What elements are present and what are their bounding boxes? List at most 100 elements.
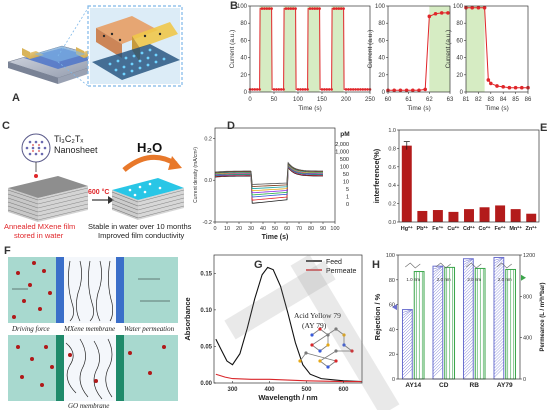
y-tick-label: 100 xyxy=(453,4,464,10)
bar xyxy=(401,145,412,222)
x-tick-label: Cu²⁺ xyxy=(447,225,459,232)
panel-a-illustration xyxy=(7,5,183,87)
x-tick-label: RB xyxy=(470,382,480,389)
series-line xyxy=(214,162,324,187)
chart-h-plot: AY14 1.0 nm CD 2.0 nm RB 2.0 nm AY79 2.0 nm 0 20 4… xyxy=(373,253,546,389)
data-point xyxy=(287,7,290,10)
legend-entry: 0 xyxy=(346,202,349,208)
panel-f: F Driving force xyxy=(0,243,182,410)
x-tick-label: 90 xyxy=(320,226,326,232)
y-tick-label: 0.2 xyxy=(204,136,212,142)
data-point xyxy=(265,7,269,10)
data-point xyxy=(315,7,319,10)
y-tick-label: 20 xyxy=(378,73,385,79)
y-axis-label: Current (a.u.) xyxy=(367,30,374,69)
data-point xyxy=(495,84,499,88)
y-tick-label: 40 xyxy=(240,56,247,62)
dye-abbrev-label: (AY 79) xyxy=(302,321,327,330)
legend-entry: 2,000 xyxy=(335,142,349,148)
rejection-bar xyxy=(432,265,444,380)
x-tick-label: 500 xyxy=(301,387,312,393)
data-point xyxy=(356,88,360,91)
data-point xyxy=(392,88,396,93)
y-axis-label: Current (a.u.) xyxy=(445,30,452,69)
data-point xyxy=(277,88,281,91)
chart-b-subplot-0: 0 50 100 150 200 250 0 20 40 60 80 100 Time (s) Curre… xyxy=(229,4,376,112)
x-tick-label: Mn²⁺ xyxy=(509,225,522,232)
y-tick-label: 1.0 xyxy=(388,128,396,134)
panel-d-label: D xyxy=(227,120,235,132)
go-membrane-label: GO membrane xyxy=(68,402,110,410)
data-point xyxy=(251,88,254,91)
pore-size-label: 1.0 nm xyxy=(406,277,420,282)
x-tick-label: 63 xyxy=(447,97,454,103)
y-tick-label: 80 xyxy=(378,21,385,27)
y-axis-label: Rejection / % xyxy=(373,293,382,340)
y-tick-label: 60 xyxy=(378,38,385,44)
x-tick-label: 83 xyxy=(487,97,494,103)
y-axis-label: Absorbance xyxy=(183,297,192,340)
data-point xyxy=(294,7,297,10)
bar xyxy=(526,213,537,222)
chart-b-subplot-1: 60 61 62 63 0 20 40 60 80 100 Time (s) Current (a.u… xyxy=(367,4,454,112)
panel-f-illustration xyxy=(8,257,178,401)
panel-a-label: A xyxy=(12,92,20,104)
molecule-icon xyxy=(405,262,421,269)
y-tick-label: 0.6 xyxy=(388,165,396,171)
panel-g-label: G xyxy=(254,259,263,271)
h2o-label: H₂O xyxy=(137,140,163,155)
x-tick-label: 61 xyxy=(405,97,412,103)
x-tick-label: 400 xyxy=(264,387,275,393)
series-line xyxy=(214,164,324,196)
data-point xyxy=(417,88,421,93)
panel-d: D 0 10 20 30 40 50 60 70 80 90 100 -0.2 0.0 0.2 Time (… xyxy=(185,118,365,243)
chart-g: 300 400 500 600 0.00 0.05 0.10 0.15 Wavelength /… xyxy=(183,254,363,402)
data-point xyxy=(349,88,353,91)
data-point xyxy=(263,7,266,10)
data-point xyxy=(253,88,257,91)
x-tick-label: 30 xyxy=(248,226,254,232)
panel-e: E Hg²⁺ Pb²⁺ Fe³⁺ Cu²⁺ Cd²⁺ Co²⁺ Fe²⁺ Mn²⁺ Zn²⁺ 0.… xyxy=(365,118,550,243)
data-point xyxy=(330,88,333,91)
x-tick-label: AY14 xyxy=(405,382,421,389)
data-point xyxy=(507,85,512,90)
legend-entry: Permeate xyxy=(326,268,356,275)
series-line xyxy=(215,266,363,383)
panel-c: C 600 °C xyxy=(0,118,191,243)
y-tick-label: 40 xyxy=(389,327,395,333)
chart-g-plot: 300 400 500 600 0.00 0.05 0.10 0.15 Wavelength /… xyxy=(183,254,363,402)
x-tick-label: CD xyxy=(439,382,449,389)
y-tick-label: 80 xyxy=(389,278,395,284)
y-tick-label: 0 xyxy=(244,90,248,96)
annealed-film-stack xyxy=(7,174,89,222)
x-tick-label: 82 xyxy=(475,97,482,103)
legend-entry: 10 xyxy=(343,180,349,186)
panel-g: G 300 400 500 600 0.00 0.05 0.10 0.15 Wavelength… xyxy=(182,243,370,410)
y-right-axis-label: Permeance (L / m²h*bar) xyxy=(539,283,546,352)
panel-c-illustration: 600 °C xyxy=(7,133,185,222)
on-interval-band xyxy=(283,6,296,92)
data-point xyxy=(327,88,331,91)
x-tick-label: Pb²⁺ xyxy=(416,225,428,232)
data-point xyxy=(279,88,283,91)
data-point xyxy=(433,11,438,16)
x-axis-label: Time (s) xyxy=(485,105,509,112)
data-point xyxy=(275,88,278,91)
data-point xyxy=(513,85,518,90)
on-interval-band xyxy=(466,6,485,92)
data-point xyxy=(482,5,487,10)
data-point xyxy=(318,7,321,10)
y-tick-label: 40 xyxy=(378,56,385,62)
data-point xyxy=(267,7,271,10)
data-point xyxy=(359,88,362,91)
panel-e-label: E xyxy=(540,122,548,134)
y-tick-label: 60 xyxy=(240,38,247,44)
data-point xyxy=(332,7,336,10)
series-line xyxy=(214,162,324,189)
plot-frame xyxy=(387,5,451,93)
data-point xyxy=(342,7,345,10)
y-right-tick-label: 400 xyxy=(523,336,532,342)
x-tick-label: 60 xyxy=(385,97,392,103)
